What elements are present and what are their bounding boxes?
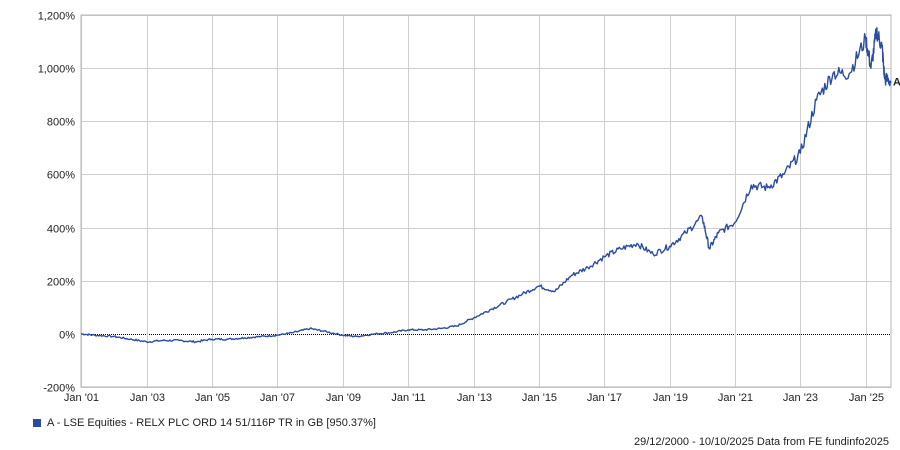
y-tick-label: 1,200% [38,11,76,23]
legend-label: A - LSE Equities - RELX PLC ORD 14 51/11… [47,417,376,429]
footer-source: 29/12/2000 - 10/10/2025 Data from FE fun… [633,436,889,448]
y-tick-label: 600% [47,170,75,182]
series-line [80,27,892,344]
x-tick-label: Jan '23 [783,392,818,404]
series-end-marker: A [893,76,900,88]
x-tick-label: Jan '25 [849,392,884,404]
legend-swatch [33,419,41,427]
x-tick-label: Jan '01 [64,392,99,404]
x-tick-label: Jan '03 [130,392,165,404]
x-tick-label: Jan '13 [457,392,492,404]
y-tick-label: 0% [59,330,75,342]
y-tick-label: 800% [47,117,75,129]
x-tick-label: Jan '05 [195,392,230,404]
y-tick-label: 400% [47,224,75,236]
y-tick-label: -200% [43,383,75,395]
x-tick-label: Jan '17 [587,392,622,404]
x-tick-label: Jan '09 [326,392,361,404]
plot-frame [80,14,892,388]
x-tick-label: Jan '21 [718,392,753,404]
x-tick-label: Jan '07 [260,392,295,404]
x-tick-label: Jan '11 [391,392,425,404]
x-tick-label: Jan '15 [522,392,557,404]
legend: A - LSE Equities - RELX PLC ORD 14 51/11… [33,417,376,429]
y-tick-label: 200% [47,277,75,289]
y-tick-label: 1,000% [38,64,76,76]
x-tick-label: Jan '19 [653,392,688,404]
